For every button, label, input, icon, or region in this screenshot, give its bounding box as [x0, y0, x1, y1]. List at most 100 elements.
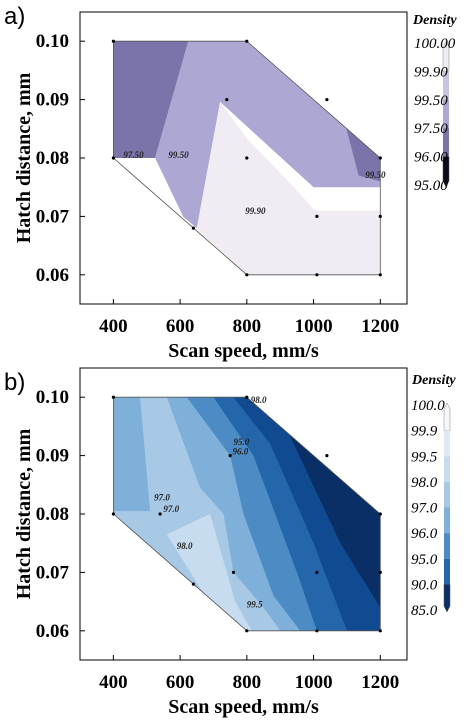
- x-tick-label: 400: [99, 672, 128, 693]
- contour-region-1: [155, 41, 381, 229]
- data-point: [378, 156, 382, 160]
- y-tick-label: 0.10: [36, 31, 69, 52]
- data-point: [245, 39, 249, 43]
- panel-a: a) 97.50 99.50 99.50 99.90 400 600 800 1000 1200 0…: [4, 3, 457, 362]
- data-point: [378, 570, 382, 575]
- data-point: [191, 582, 195, 586]
- data-point: [245, 156, 249, 160]
- legend-level-label: 97.0: [411, 501, 438, 517]
- contour-region-2: [166, 514, 252, 631]
- legend-swatch: [443, 584, 451, 613]
- y-tick-label: 0.09: [36, 446, 69, 467]
- legend-swatch: [443, 71, 449, 100]
- legend-swatch: [443, 402, 451, 431]
- data-point: [315, 273, 319, 277]
- data-point: [111, 395, 115, 399]
- x-tick-label: 800: [233, 316, 262, 337]
- y-axis-title: Hatch distance, mm: [13, 428, 35, 599]
- data-point: [111, 156, 115, 160]
- x-tick-label: 800: [233, 672, 262, 693]
- legend-level-label: 95.0: [411, 552, 438, 568]
- data-point: [245, 395, 249, 399]
- legend-level-label: 98.0: [411, 475, 438, 491]
- data-point: [245, 273, 249, 277]
- contour-label: 99.50: [168, 150, 189, 160]
- contour-label: 98.0: [251, 395, 267, 405]
- contour-region-6: [233, 397, 381, 631]
- data-point: [111, 39, 115, 43]
- contour-label: 97.0: [163, 504, 179, 514]
- panel-label: a): [4, 3, 25, 30]
- data-point: [315, 570, 319, 575]
- x-tick-label: 1000: [295, 316, 333, 337]
- data-point: [158, 512, 162, 516]
- legend-level-label: 100.0: [411, 398, 445, 414]
- x-axis-title: Scan speed, mm/s: [168, 340, 319, 362]
- legend-level-label: 99.90: [414, 64, 448, 80]
- contour-fill: [113, 41, 381, 275]
- contour-fill: [113, 397, 381, 631]
- data-point: [111, 512, 115, 516]
- data-point: [315, 629, 319, 633]
- legend-level-label: 100.00: [414, 36, 456, 52]
- legend-level-label: 96.0: [411, 526, 438, 542]
- x-axis-title: Scan speed, mm/s: [168, 696, 319, 718]
- data-point: [225, 98, 229, 102]
- contour-label: 97.0: [154, 493, 170, 503]
- y-tick-label: 0.07: [36, 562, 70, 583]
- y-tick-label: 0.10: [36, 387, 69, 408]
- legend-swatch: [443, 128, 449, 157]
- y-tick-label: 0.07: [36, 206, 70, 227]
- contour-label: 95.0: [234, 437, 250, 447]
- legend-level-label: 85.0: [411, 603, 438, 619]
- data-point: [191, 226, 195, 230]
- contour-label: 99.5: [247, 599, 263, 609]
- data-point: [245, 629, 249, 633]
- contour-label: 99.50: [365, 170, 386, 180]
- legend-swatch: [444, 507, 450, 534]
- contour-label: 96.0: [233, 446, 249, 456]
- contour-label: 98.0: [177, 541, 193, 551]
- legend-level-label: 95.00: [414, 178, 448, 194]
- contour-region-1: [113, 397, 151, 512]
- legend-level-label: 99.50: [414, 93, 448, 109]
- legend-title: Density: [412, 13, 457, 28]
- legend-swatch: [444, 456, 450, 482]
- legend-level-label: 90.0: [411, 577, 438, 593]
- x-tick-label: 1200: [361, 316, 399, 337]
- contour-label: 97.50: [123, 150, 144, 160]
- y-tick-label: 0.06: [36, 621, 69, 642]
- data-point: [228, 454, 232, 458]
- data-point: [378, 273, 382, 277]
- contour-region-0: [113, 41, 189, 159]
- legend-swatch: [444, 430, 450, 457]
- data-point: [231, 570, 236, 575]
- x-tick-label: 1200: [361, 672, 399, 693]
- legend-level-label: 96.00: [414, 150, 448, 166]
- legend-swatch: [444, 558, 450, 585]
- y-tick-label: 0.06: [36, 265, 69, 286]
- legend-swatch: [443, 99, 449, 129]
- legend-swatch: [444, 481, 450, 508]
- data-point: [378, 214, 382, 218]
- data-point: [315, 214, 319, 218]
- legend-level-label: 99.5: [411, 449, 438, 465]
- contour-region-7: [253, 397, 381, 608]
- x-tick-label: 400: [99, 316, 128, 337]
- data-point: [378, 512, 382, 516]
- y-tick-label: 0.08: [36, 148, 69, 169]
- contour-region-3: [183, 101, 381, 275]
- data-point: [325, 454, 329, 458]
- legend-level-label: 99.9: [411, 424, 438, 440]
- contour-label: 99.90: [245, 206, 266, 216]
- legend-swatch: [444, 533, 450, 559]
- y-tick-label: 0.08: [36, 504, 69, 525]
- y-tick-label: 0.09: [36, 90, 69, 111]
- x-tick-label: 1000: [295, 672, 333, 693]
- data-point: [325, 98, 329, 102]
- legend-swatch: [442, 156, 450, 188]
- data-point: [378, 629, 382, 633]
- panel-label: b): [4, 369, 25, 396]
- legend-level-label: 97.50: [414, 121, 448, 137]
